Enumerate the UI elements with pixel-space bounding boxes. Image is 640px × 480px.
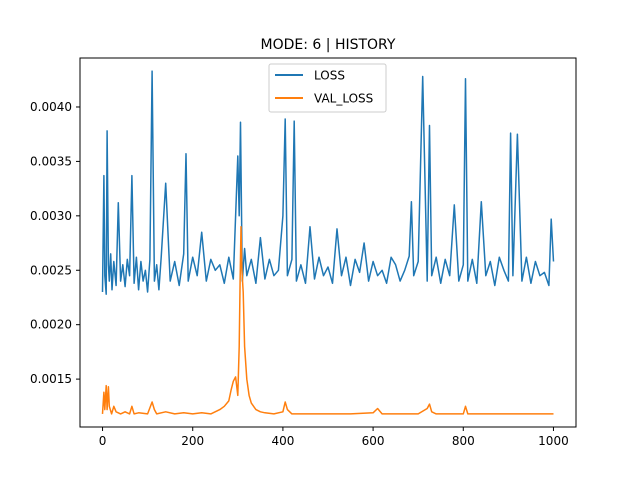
chart-title: MODE: 6 | HISTORY: [261, 37, 396, 53]
x-tick-label: 400: [271, 434, 294, 448]
y-tick-label: 0.0040: [30, 100, 72, 114]
y-tick-label: 0.0030: [30, 209, 72, 223]
y-tick-label: 0.0015: [30, 372, 72, 386]
x-tick-label: 1000: [538, 434, 569, 448]
legend-label-val-loss: VAL_LOSS: [314, 92, 373, 106]
series-line-loss: [101, 70, 555, 295]
y-tick-label: 0.0035: [30, 154, 72, 168]
x-tick-label: 200: [181, 434, 204, 448]
legend-label-loss: LOSS: [314, 69, 345, 83]
y-tick-label: 0.0020: [30, 318, 72, 332]
series-line-val-loss: [101, 225, 554, 415]
y-axis-ticks: 0.0015 0.0020 0.0025 0.0030 0.0035 0.0040: [30, 100, 80, 386]
x-tick-label: 800: [452, 434, 475, 448]
x-tick-label: 600: [362, 434, 385, 448]
x-tick-label: 0: [99, 434, 107, 448]
x-axis-ticks: 0 200 400 600 800 1000: [99, 427, 569, 448]
y-tick-label: 0.0025: [30, 263, 72, 277]
legend: LOSS VAL_LOSS: [268, 63, 387, 113]
plot-area: 0 200 400 600 800 1000 0.00150.00200.00250.00…: [30, 57, 577, 448]
series-layer: [101, 70, 555, 415]
axes-frame: [79, 57, 577, 428]
